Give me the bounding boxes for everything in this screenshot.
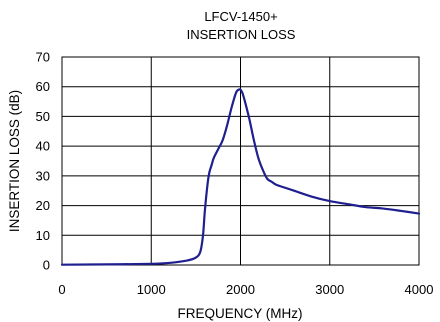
y-tick-label: 20 (36, 198, 50, 213)
y-tick-label: 0 (43, 258, 50, 273)
y-tick-label: 70 (36, 50, 50, 65)
plot-area-border (61, 56, 420, 266)
x-axis-label: FREQUENCY (MHz) (177, 306, 302, 321)
y-axis-label: INSERTION LOSS (dB) (7, 90, 22, 232)
chart-subtitle: INSERTION LOSS (187, 27, 296, 42)
x-tick-label: 2000 (226, 282, 255, 297)
y-tick-label: 30 (36, 168, 50, 183)
grid-lines (62, 57, 419, 265)
series-line (60, 88, 421, 266)
x-tick-label: 0 (58, 282, 65, 297)
x-tick-label: 3000 (315, 282, 344, 297)
y-tick-label: 40 (36, 139, 50, 154)
x-tick-labels: 0 1000 2000 3000 4000 (58, 282, 433, 297)
y-tick-label: 10 (36, 228, 50, 243)
y-tick-label: 60 (36, 79, 50, 94)
chart-title: LFCV-1450+ (204, 9, 277, 24)
y-tick-label: 50 (36, 109, 50, 124)
x-tick-label: 4000 (405, 282, 434, 297)
x-tick-label: 1000 (137, 282, 166, 297)
y-tick-labels: 0 10 20 30 40 50 60 70 (36, 50, 50, 273)
